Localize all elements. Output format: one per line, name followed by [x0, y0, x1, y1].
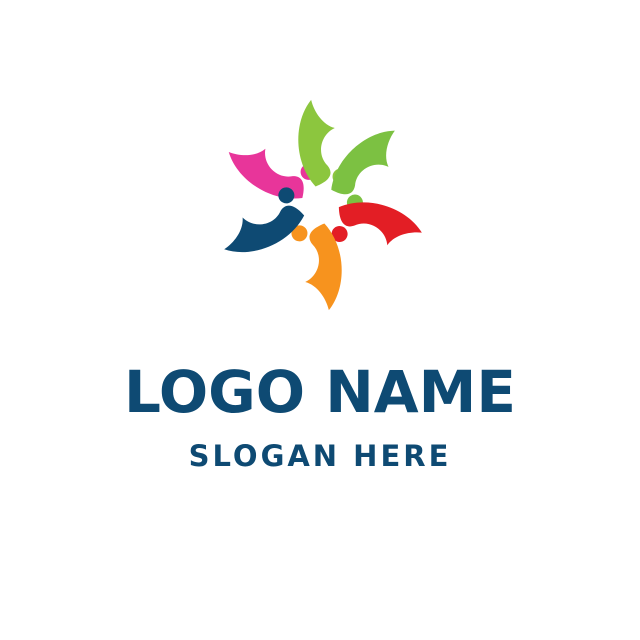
figure-red-icon: [331, 202, 422, 246]
figure-orange-head: [291, 225, 308, 242]
figure-light-green-body: [298, 99, 335, 187]
figure-green-icon: [331, 130, 395, 211]
figure-orange-icon: [291, 223, 342, 311]
emblem-figures: [224, 99, 422, 311]
logo-slogan: SLOGAN HERE: [188, 439, 452, 473]
figure-navy-icon: [224, 187, 305, 253]
figure-navy-body: [224, 205, 305, 253]
people-circle-icon: [224, 99, 422, 311]
figure-red-body: [338, 202, 422, 246]
figure-green-body: [331, 130, 395, 195]
figure-pink-body: [228, 148, 304, 199]
figure-red-head: [331, 225, 348, 242]
logo-name: LOGO NAME: [123, 358, 517, 426]
figure-orange-body: [305, 223, 342, 311]
figure-navy-head: [278, 187, 295, 204]
